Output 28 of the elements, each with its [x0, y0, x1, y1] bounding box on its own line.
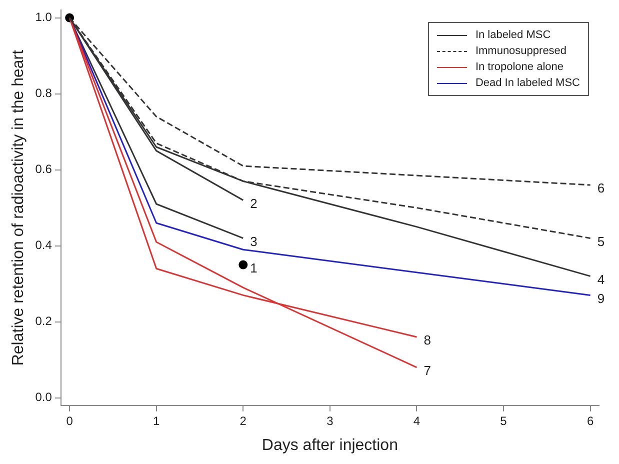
y-tick-label: 0.0	[35, 390, 52, 404]
annotation: 1	[250, 260, 258, 276]
annotation: 3	[250, 234, 258, 249]
y-tick-label: 0.4	[35, 238, 52, 252]
annotation: 2	[250, 196, 258, 211]
legend-label: Immunosuppresed	[475, 45, 567, 58]
legend-label: In tropolone alone	[475, 61, 564, 74]
annotation: 4	[597, 272, 605, 287]
y-axis-title: Relative retention of radioactivity in the heart	[10, 49, 28, 366]
x-tick-label: 1	[153, 414, 160, 428]
x-tick-label: 0	[66, 414, 74, 428]
annotation: 8	[424, 332, 431, 348]
annotation: 6	[597, 180, 605, 196]
legend-label: In labeled MSC	[475, 29, 551, 42]
x-tick-label: 2	[240, 414, 247, 428]
y-tick-label: 1.0	[35, 10, 52, 24]
annotation: 7	[424, 362, 431, 378]
legend-label: Dead In labeled MSC	[475, 77, 580, 90]
y-tick-label: 0.8	[35, 86, 52, 100]
annotation: 5	[597, 234, 605, 249]
y-tick-label: 0.6	[35, 162, 52, 176]
x-axis-title: Days after injection	[262, 436, 398, 454]
annotation: 9	[597, 290, 605, 306]
x-tick-label: 4	[413, 414, 420, 428]
x-tick-label: 3	[326, 414, 334, 428]
x-tick-label: 5	[500, 414, 508, 428]
y-tick-label: 0.2	[35, 314, 52, 328]
x-tick-label: 6	[586, 414, 594, 428]
